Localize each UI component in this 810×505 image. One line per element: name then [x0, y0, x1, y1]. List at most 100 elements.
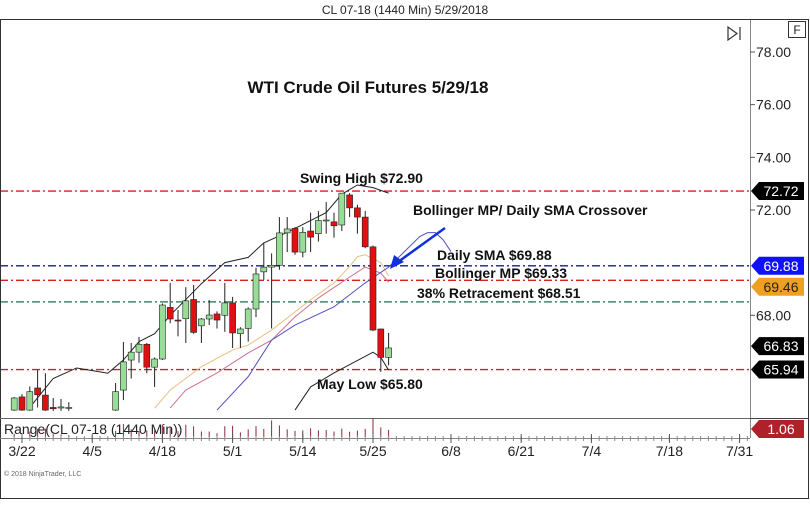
candle-body [159, 304, 166, 360]
x-tick-label: 5/14 [289, 443, 316, 459]
price-tag-label: 1.06 [767, 421, 794, 437]
candles [10, 192, 392, 411]
candle-body [198, 318, 205, 327]
candle-body [346, 194, 353, 209]
swing-high-label: Swing High $72.90 [300, 170, 423, 186]
candle [237, 327, 244, 348]
x-tick-label: 7/31 [726, 443, 753, 459]
candle [34, 370, 41, 408]
candle [276, 217, 283, 270]
y-axis-ticks: 78.00 76.00 74.00 72.00 68.00 [750, 44, 791, 323]
candle-body [369, 246, 377, 331]
candle-body [42, 394, 49, 411]
candle [244, 307, 252, 342]
candle [330, 212, 338, 238]
candle [174, 310, 182, 337]
price-tag: 69.88 [751, 256, 804, 275]
candle-body [10, 397, 18, 411]
candle [260, 243, 268, 280]
candle-body [315, 220, 322, 234]
candle [322, 202, 330, 234]
candle [252, 267, 260, 318]
price-tag: 1.06 [751, 420, 804, 438]
f-button[interactable]: F [788, 21, 806, 38]
range-indicator-label: Range(CL 07-18 (1440 Min)) [4, 421, 182, 437]
candle [65, 402, 73, 411]
x-tick-label: 4/5 [82, 443, 102, 459]
y-tick-label: 72.00 [756, 202, 791, 218]
y-tick-label: 68.00 [756, 307, 791, 323]
x-tick-label: 7/18 [656, 443, 683, 459]
price-tag-label: 66.83 [763, 338, 798, 354]
candle-body [299, 232, 307, 253]
candle-body [330, 221, 338, 227]
candle-body [276, 232, 283, 266]
candle [377, 328, 385, 372]
price-tag: 72.72 [751, 182, 804, 201]
bollinger-mp-label: Bollinger MP $69.33 [435, 265, 567, 281]
x-tick-label: 6/8 [441, 443, 461, 459]
indicator-line [29, 184, 389, 408]
candle-body [260, 266, 268, 273]
x-tick-label: 7/4 [582, 443, 602, 459]
crossover-label: Bollinger MP/ Daily SMA Crossover [413, 202, 648, 218]
candle-body [307, 230, 314, 238]
candle-body [237, 328, 244, 335]
crossover-arrow [390, 226, 446, 269]
candle [213, 311, 221, 329]
price-tag-label: 69.88 [763, 258, 798, 274]
skip-to-end-icon[interactable] [727, 25, 741, 42]
candle-body [190, 299, 197, 333]
candle-body [252, 273, 260, 310]
price-tag-label: 69.46 [763, 279, 798, 295]
candle-body [221, 302, 229, 316]
candle-body [34, 387, 41, 396]
candle-body [151, 358, 158, 368]
candle [307, 212, 314, 253]
candle [190, 285, 197, 334]
candle-body [268, 264, 275, 268]
y-tick-label: 76.00 [756, 97, 791, 113]
candle-body [112, 391, 119, 411]
candle [151, 357, 158, 387]
x-tick-label: 4/18 [149, 443, 176, 459]
candle-body [229, 302, 236, 334]
candle-body [283, 228, 291, 234]
price-tag: 65.94 [751, 360, 804, 379]
candle-body [57, 406, 65, 409]
indicator-line [294, 351, 390, 411]
candle-body [120, 361, 127, 391]
candle-body [385, 347, 392, 358]
candle-body [127, 351, 135, 361]
candle [283, 217, 291, 253]
candle [268, 253, 275, 329]
price-tag-label: 72.72 [763, 183, 798, 199]
chart-header-title: CL 07-18 (1440 Min) 5/29/2018 [322, 3, 489, 17]
may-low-label: May Low $65.80 [317, 376, 423, 392]
price-tag: 69.46 [751, 277, 804, 296]
x-axis-ticks: 3/22 4/5 4/18 5/1 5/14 5/25 6/8 6/21 7/4 7/18 7/31 [0, 434, 753, 459]
candle-body [205, 314, 213, 320]
candle [42, 373, 49, 411]
candle-body [244, 308, 252, 329]
daily-sma-label: Daily SMA $69.88 [437, 247, 552, 263]
candle [299, 227, 307, 258]
candle [166, 282, 174, 324]
price-tag: 66.83 [751, 337, 804, 356]
candle [135, 336, 143, 363]
candle [229, 296, 236, 348]
candle-body [65, 407, 73, 409]
candle [205, 300, 213, 326]
candle [361, 211, 369, 249]
candle [221, 282, 229, 332]
candle [26, 386, 34, 411]
candle [10, 396, 18, 411]
candle-body [143, 343, 151, 368]
watermark: © 2018 NinjaTrader, LLC [4, 470, 81, 478]
candle [143, 342, 151, 374]
candle-body [26, 391, 34, 411]
candle [49, 397, 57, 411]
candle-body [213, 313, 221, 321]
x-tick-label: 3/22 [8, 443, 35, 459]
candle [198, 317, 205, 343]
